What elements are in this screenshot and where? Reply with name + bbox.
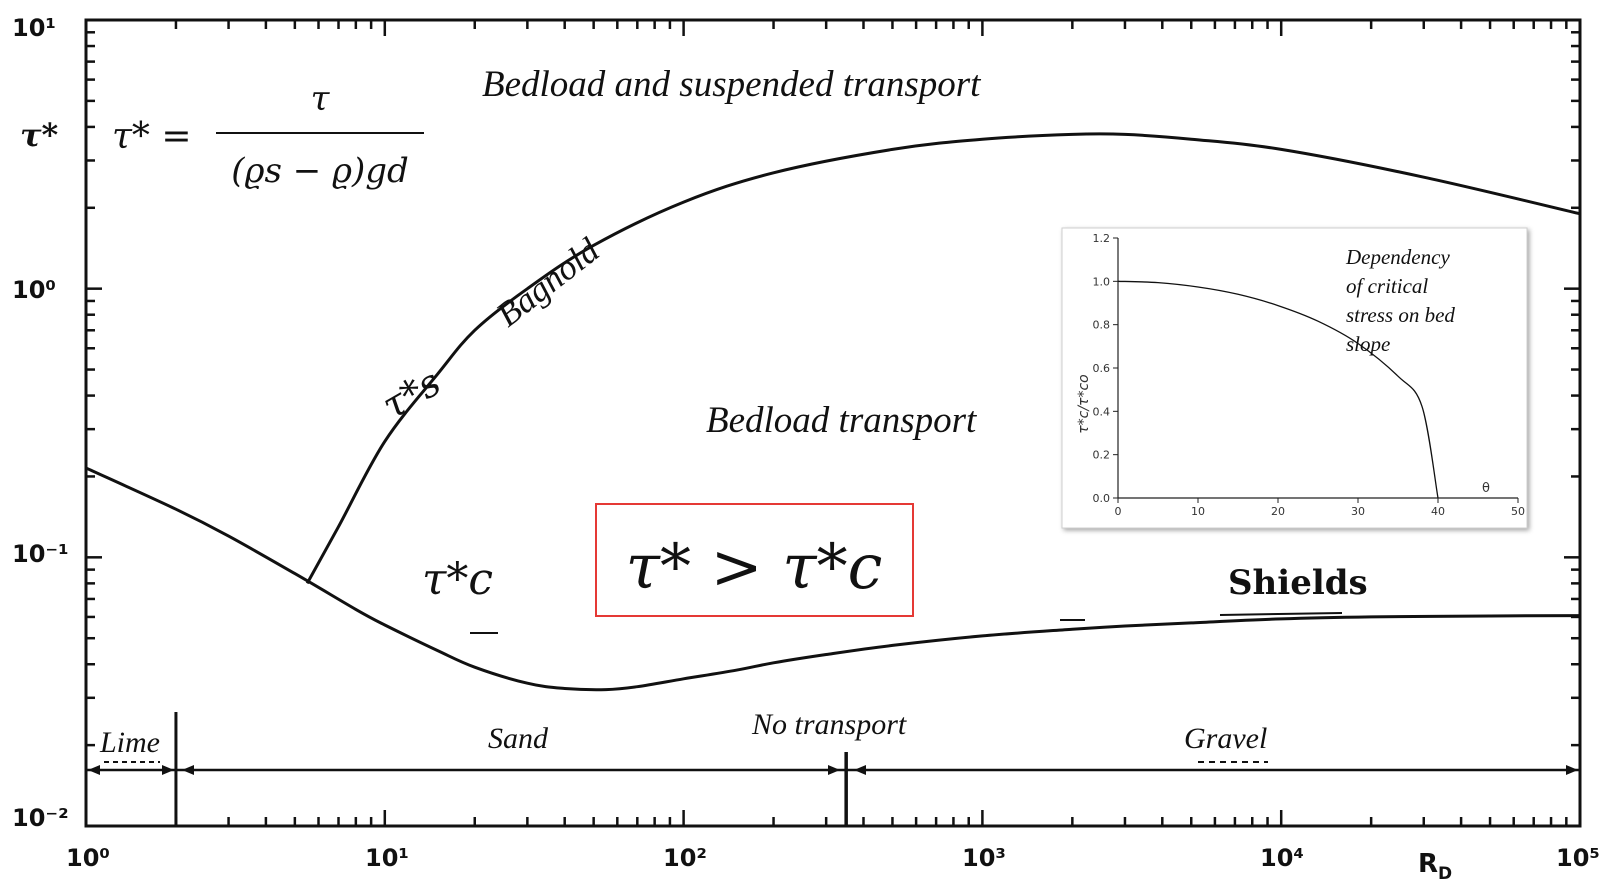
- x-tick-label: 10⁵: [1556, 844, 1600, 872]
- inset-annotation-line: Dependency: [1345, 245, 1450, 269]
- x-tick-label: 10²: [663, 844, 707, 872]
- inset-x-tick-label: 30: [1351, 505, 1365, 518]
- inset-y-tick-label: 1.2: [1093, 232, 1111, 245]
- inset-y-tick-label: 0.2: [1093, 449, 1111, 462]
- region-label-suspended: Bedload and suspended transport: [482, 64, 982, 105]
- formula-numerator: τ: [311, 79, 331, 119]
- plot-frame: [84, 18, 1582, 828]
- inset-y-tick-label: 0.0: [1093, 492, 1111, 505]
- inset-x-tick-label: 0: [1115, 505, 1122, 518]
- y-tick-label: 10⁻¹: [12, 540, 69, 568]
- x-tick-labels: 10⁰ 10¹ 10² 10³ 10⁴ 10⁵: [66, 844, 1600, 872]
- shields-underline: [1219, 612, 1343, 616]
- lime-label: Lime: [99, 726, 160, 759]
- inset-chart: 0.0 0.2 0.4 0.6 0.8 1.0 1.2 0 10 20 30 40 50 θ τ*c/τ…: [1061, 227, 1528, 529]
- inset-annotation-line: of critical: [1346, 274, 1428, 298]
- gravel-label: Gravel: [1184, 722, 1267, 755]
- criterion-text: τ* > τ*c: [626, 530, 883, 603]
- inset-y-label: τ*c/τ*co: [1076, 374, 1092, 434]
- shields-label: Shields: [1228, 563, 1368, 603]
- inset-annotation-line: stress on bed: [1346, 303, 1455, 327]
- tau-c-label: τ*c: [422, 554, 493, 605]
- arrow-head: [1566, 765, 1578, 775]
- no-transport-label: No transport: [751, 708, 907, 741]
- inset-x-tick-label: 40: [1431, 505, 1445, 518]
- inset-y-tick-label: 0.6: [1093, 362, 1111, 375]
- y-tick-labels: 10¹ 10⁰ 10⁻¹ 10⁻²: [12, 14, 69, 832]
- sand-label: Sand: [488, 722, 549, 755]
- inset-x-tick-label: 50: [1511, 505, 1525, 518]
- arrow-head: [88, 765, 100, 775]
- arrow-head: [828, 765, 840, 775]
- y-tick-label: 10⁰: [12, 276, 56, 304]
- tau-star-formula: τ* = τ (ϱs − ϱ)gd: [112, 79, 424, 191]
- formula-denominator: (ϱs − ϱ)gd: [231, 151, 409, 191]
- y-axis-label: τ*: [20, 116, 59, 154]
- inset-y-tick-label: 0.4: [1093, 405, 1111, 418]
- y-tick-label: 10¹: [12, 14, 56, 42]
- inset-annotation-line: slope: [1346, 332, 1390, 356]
- arrow-head: [182, 765, 194, 775]
- inset-y-tick-label: 1.0: [1093, 275, 1111, 288]
- bagnold-label: Bagnold: [489, 230, 607, 334]
- inset-annotation: Dependency of critical stress on bed slo…: [1345, 245, 1455, 356]
- inset-curve: [1117, 280, 1439, 499]
- formula-lhs: τ* =: [112, 116, 192, 157]
- inset-axes: 0.0 0.2 0.4 0.6 0.8 1.0 1.2 0 10 20 30 40 50: [1093, 232, 1526, 518]
- inset-x-label: θ: [1482, 481, 1490, 496]
- regime-bar: Lime Sand No transport Gravel: [86, 708, 1580, 826]
- inset-frame: [1061, 227, 1528, 529]
- inset-y-tick-label: 0.8: [1093, 319, 1111, 332]
- x-axis-label: RD: [1418, 849, 1452, 884]
- axis-ticks: [84, 20, 1580, 828]
- tau-s-label: τ*s: [375, 360, 449, 428]
- x-tick-label: 10⁴: [1260, 844, 1304, 872]
- inset-x-tick-label: 10: [1191, 505, 1205, 518]
- shields-curve: [86, 466, 1580, 692]
- arrow-head: [162, 765, 174, 775]
- inset-x-tick-label: 20: [1271, 505, 1285, 518]
- x-tick-label: 10³: [962, 844, 1006, 872]
- criterion-box: τ* > τ*c: [595, 503, 914, 617]
- y-tick-label: 10⁻²: [12, 804, 69, 832]
- x-tick-label: 10¹: [365, 844, 409, 872]
- bagnold-curve: [305, 132, 1580, 585]
- arrow-head: [854, 765, 866, 775]
- region-label-bedload: Bedload transport: [706, 400, 978, 441]
- x-tick-label: 10⁰: [66, 844, 110, 872]
- criterion-frame: [595, 503, 914, 617]
